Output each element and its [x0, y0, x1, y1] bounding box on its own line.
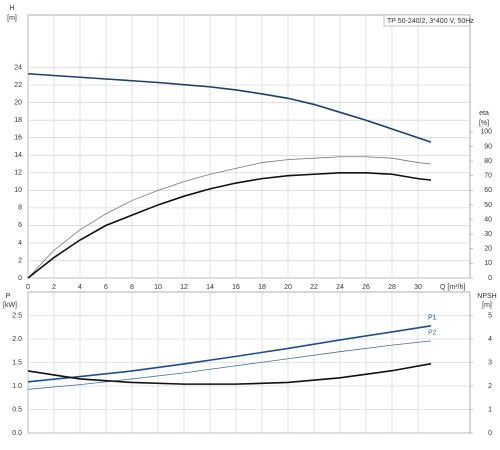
- y2-tick-label: 10: [484, 260, 492, 267]
- curve: [27, 156, 432, 279]
- x-tick-label: 22: [310, 284, 318, 291]
- y2-tick-label: 2: [488, 383, 492, 390]
- chart-title: TP 50-240/2, 3*400 V, 50Hz: [387, 18, 474, 25]
- x-tick-label: 18: [258, 284, 266, 291]
- y2-tick-label: 30: [484, 231, 492, 238]
- y-tick-label: 8: [18, 205, 22, 212]
- y2-tick-label: 5: [488, 312, 492, 319]
- x-tick-label: 30: [414, 284, 422, 291]
- x-tick-label: 28: [388, 284, 396, 291]
- y2-axis-title: eta: [479, 110, 489, 117]
- x-tick-label: 8: [130, 284, 134, 291]
- curve-label: P2: [428, 330, 437, 337]
- plot-area: [27, 14, 471, 279]
- x-axis-title: Q [m³/h]: [440, 284, 465, 291]
- y-tick-label: 18: [14, 117, 22, 124]
- y2-axis-unit: [%]: [479, 120, 489, 127]
- curve: [27, 172, 432, 279]
- x-tick-label: 10: [154, 284, 162, 291]
- y2-tick-label: 90: [484, 143, 492, 150]
- y2-tick-label: 0: [488, 430, 492, 437]
- y-axis-title: H: [9, 5, 14, 12]
- curve: [27, 72, 432, 143]
- y-tick-label: 16: [14, 135, 22, 142]
- x-tick-label: 16: [232, 284, 240, 291]
- y2-tick-label: 20: [484, 246, 492, 253]
- x-tick-label: 2: [52, 284, 56, 291]
- x-tick-label: 12: [180, 284, 188, 291]
- y-tick-label: 22: [14, 82, 22, 89]
- y2-axis-title: NPSH: [477, 293, 496, 300]
- y-tick-label: 14: [14, 152, 22, 159]
- y-tick-label: 12: [14, 170, 22, 177]
- y2-tick-label: 3: [488, 359, 492, 366]
- y2-tick-label: 80: [484, 158, 492, 165]
- y-tick-label: 4: [18, 240, 22, 247]
- y2-tick-label: 100: [480, 129, 492, 136]
- y-tick-label: 0.0: [12, 430, 22, 437]
- y2-tick-label: 60: [484, 187, 492, 194]
- x-tick-label: 4: [78, 284, 82, 291]
- x-tick-label: 24: [336, 284, 344, 291]
- y-tick-label: 1.5: [12, 359, 22, 366]
- y-tick-label: 20: [14, 100, 22, 107]
- y-axis-title: P: [6, 293, 11, 300]
- curve: [27, 340, 432, 390]
- y-tick-label: 6: [18, 222, 22, 229]
- y-axis-unit: [m]: [7, 15, 17, 22]
- y-tick-label: 0: [18, 275, 22, 282]
- y2-tick-label: 40: [484, 216, 492, 223]
- y-axis-unit: [kW]: [3, 302, 17, 309]
- x-tick-label: 20: [284, 284, 292, 291]
- title-box: [383, 14, 471, 27]
- x-tick-label: 6: [104, 284, 108, 291]
- y-tick-label: 10: [14, 187, 22, 194]
- y-tick-label: 24: [14, 64, 22, 71]
- y2-tick-label: 4: [488, 336, 492, 343]
- y-tick-label: 2.5: [12, 312, 22, 319]
- y-tick-label: 1.0: [12, 383, 22, 390]
- curve: [27, 362, 432, 385]
- x-tick-label: 26: [362, 284, 370, 291]
- y2-tick-label: 0: [488, 275, 492, 282]
- x-tick-label: 14: [206, 284, 214, 291]
- y2-tick-label: 50: [484, 202, 492, 209]
- y2-tick-label: 70: [484, 173, 492, 180]
- y2-axis-unit: [m]: [482, 302, 492, 309]
- y-tick-label: 2: [18, 257, 22, 264]
- y-tick-label: 2.0: [12, 336, 22, 343]
- x-tick-label: 0: [26, 284, 30, 291]
- y2-tick-label: 1: [488, 406, 492, 413]
- curve: [27, 325, 432, 383]
- y-tick-label: 0.5: [12, 406, 22, 413]
- curve-label: P1: [428, 315, 437, 322]
